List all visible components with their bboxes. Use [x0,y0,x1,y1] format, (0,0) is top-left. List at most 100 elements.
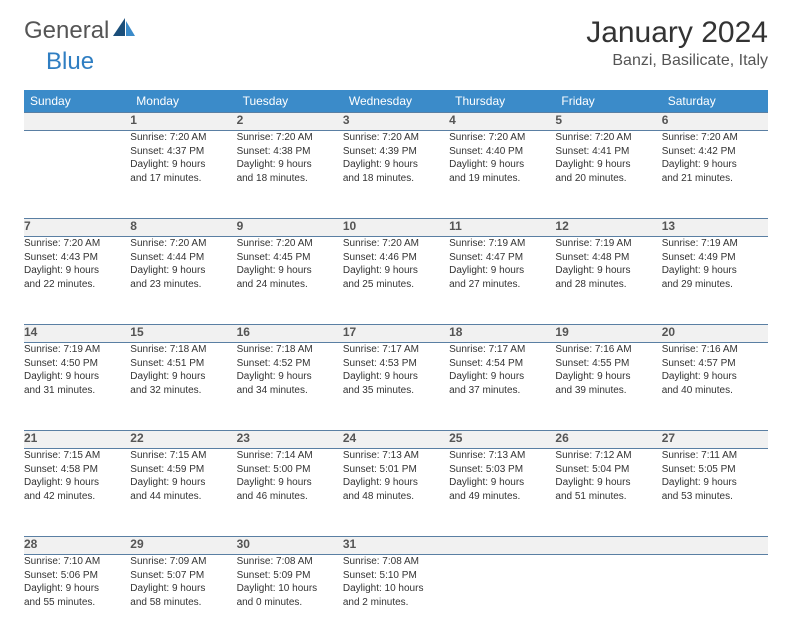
day-info-line: Sunset: 4:58 PM [24,463,130,477]
day-info-line: Daylight: 9 hours [662,370,768,384]
day-info-line: Sunset: 4:39 PM [343,145,449,159]
daynum-row: 21222324252627 [24,431,768,449]
day-info-line: Sunset: 4:53 PM [343,357,449,371]
day-cell: Sunrise: 7:20 AMSunset: 4:40 PMDaylight:… [449,131,555,219]
day-number: 17 [343,325,449,343]
day-cell: Sunrise: 7:19 AMSunset: 4:47 PMDaylight:… [449,237,555,325]
day-cell: Sunrise: 7:17 AMSunset: 4:54 PMDaylight:… [449,343,555,431]
day-info-line: and 22 minutes. [24,278,130,292]
day-number: 23 [237,431,343,449]
day-info-line: and 0 minutes. [237,596,343,610]
day-header: Monday [130,90,236,113]
day-info-line: Daylight: 9 hours [130,264,236,278]
day-header: Tuesday [237,90,343,113]
day-info-line: and 46 minutes. [237,490,343,504]
day-info-line: and 24 minutes. [237,278,343,292]
day-info-line: Daylight: 9 hours [343,264,449,278]
day-number: 1 [130,113,236,131]
day-info-line: Sunrise: 7:16 AM [555,343,661,357]
day-number: 11 [449,219,555,237]
day-info-line: Sunset: 4:45 PM [237,251,343,265]
day-info-line: and 21 minutes. [662,172,768,186]
day-info-line: Sunrise: 7:19 AM [24,343,130,357]
day-cell: Sunrise: 7:20 AMSunset: 4:39 PMDaylight:… [343,131,449,219]
day-info-line: Daylight: 9 hours [449,264,555,278]
day-info-line: Daylight: 9 hours [449,370,555,384]
day-info-line: and 49 minutes. [449,490,555,504]
day-info-line: Sunset: 4:40 PM [449,145,555,159]
day-info-line: Daylight: 9 hours [237,264,343,278]
day-info-line: Sunset: 5:10 PM [343,569,449,583]
day-cell: Sunrise: 7:20 AMSunset: 4:46 PMDaylight:… [343,237,449,325]
day-info-line: Sunrise: 7:19 AM [449,237,555,251]
day-info-line: Sunset: 4:41 PM [555,145,661,159]
day-cell: Sunrise: 7:20 AMSunset: 4:38 PMDaylight:… [237,131,343,219]
day-number: 20 [662,325,768,343]
day-info-line: Sunset: 5:07 PM [130,569,236,583]
day-info-line: Sunrise: 7:20 AM [555,131,661,145]
calendar-table: SundayMondayTuesdayWednesdayThursdayFrid… [24,90,768,643]
day-info-line: Sunset: 5:05 PM [662,463,768,477]
day-info-line: Sunset: 4:52 PM [237,357,343,371]
day-number: 14 [24,325,130,343]
day-info-line: Sunrise: 7:13 AM [343,449,449,463]
day-number [555,537,661,555]
day-info-line: and 48 minutes. [343,490,449,504]
daynum-row: 78910111213 [24,219,768,237]
day-cell: Sunrise: 7:09 AMSunset: 5:07 PMDaylight:… [130,555,236,643]
day-info-line: Daylight: 9 hours [237,158,343,172]
day-info-line: Sunrise: 7:15 AM [130,449,236,463]
day-cell: Sunrise: 7:20 AMSunset: 4:44 PMDaylight:… [130,237,236,325]
logo-sail-icon [111,16,137,45]
day-info-line: Daylight: 9 hours [130,370,236,384]
day-info-line: Sunrise: 7:20 AM [237,237,343,251]
day-header: Saturday [662,90,768,113]
day-number: 2 [237,113,343,131]
day-number: 28 [24,537,130,555]
day-info-line: Sunrise: 7:18 AM [130,343,236,357]
day-info-line: Daylight: 9 hours [130,582,236,596]
day-cell: Sunrise: 7:13 AMSunset: 5:01 PMDaylight:… [343,449,449,537]
day-info-line: Sunset: 5:04 PM [555,463,661,477]
day-info-line: and 35 minutes. [343,384,449,398]
day-cell [449,555,555,643]
day-number: 19 [555,325,661,343]
day-cell: Sunrise: 7:10 AMSunset: 5:06 PMDaylight:… [24,555,130,643]
day-number: 4 [449,113,555,131]
day-info-line: Sunrise: 7:20 AM [662,131,768,145]
day-info-line: Daylight: 9 hours [343,158,449,172]
day-info-line: Daylight: 9 hours [237,476,343,490]
day-info-line: Sunset: 4:42 PM [662,145,768,159]
day-number: 3 [343,113,449,131]
day-cell: Sunrise: 7:19 AMSunset: 4:50 PMDaylight:… [24,343,130,431]
day-info-line: Sunset: 5:01 PM [343,463,449,477]
day-header: Wednesday [343,90,449,113]
day-info-line: Sunset: 4:37 PM [130,145,236,159]
day-info-line: Sunrise: 7:15 AM [24,449,130,463]
day-info-line: Daylight: 9 hours [24,582,130,596]
day-info-line: and 53 minutes. [662,490,768,504]
day-info-line: and 28 minutes. [555,278,661,292]
day-info-line: and 20 minutes. [555,172,661,186]
day-info-line: Daylight: 9 hours [449,158,555,172]
day-header: Sunday [24,90,130,113]
day-info-line: and 25 minutes. [343,278,449,292]
day-info-line: Sunrise: 7:20 AM [130,131,236,145]
day-info-line: Sunrise: 7:10 AM [24,555,130,569]
day-info-line: Sunrise: 7:20 AM [449,131,555,145]
day-cell: Sunrise: 7:12 AMSunset: 5:04 PMDaylight:… [555,449,661,537]
day-info-line: and 37 minutes. [449,384,555,398]
day-info-line: and 19 minutes. [449,172,555,186]
day-info-line: and 27 minutes. [449,278,555,292]
day-header: Friday [555,90,661,113]
day-info-line: Sunrise: 7:20 AM [130,237,236,251]
day-info-line: Daylight: 9 hours [343,476,449,490]
day-info-line: Sunset: 5:03 PM [449,463,555,477]
day-info-line: and 39 minutes. [555,384,661,398]
day-info-line: Sunset: 4:59 PM [130,463,236,477]
day-info-line: Sunrise: 7:20 AM [343,237,449,251]
location: Banzi, Basilicate, Italy [586,52,768,70]
day-info-line: Daylight: 9 hours [24,476,130,490]
day-info-line: and 40 minutes. [662,384,768,398]
day-info-line: Sunrise: 7:08 AM [343,555,449,569]
